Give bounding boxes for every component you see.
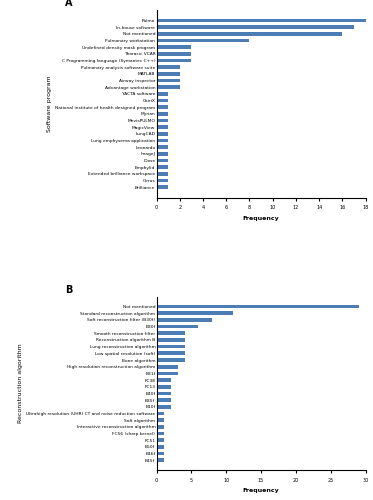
Bar	[157, 86, 180, 89]
Bar	[157, 126, 168, 129]
Bar	[157, 152, 168, 156]
Bar	[157, 172, 168, 176]
Bar	[157, 52, 191, 56]
Bar	[157, 425, 164, 428]
Bar	[157, 32, 342, 35]
Bar	[157, 98, 168, 102]
Bar	[157, 25, 354, 29]
Bar	[157, 312, 233, 315]
Y-axis label: Software program: Software program	[47, 76, 52, 132]
Bar	[157, 392, 170, 396]
Bar	[157, 332, 185, 335]
Bar	[157, 18, 366, 22]
Bar	[157, 345, 185, 348]
Bar	[157, 365, 178, 368]
Text: A: A	[65, 0, 72, 8]
Bar	[157, 138, 168, 142]
X-axis label: Frequency: Frequency	[243, 216, 279, 221]
Y-axis label: Reconstruction algorithm: Reconstruction algorithm	[18, 344, 23, 423]
Bar	[157, 458, 164, 462]
Bar	[157, 385, 170, 388]
Bar	[157, 158, 168, 162]
Bar	[157, 112, 168, 116]
Bar	[157, 178, 168, 182]
Bar	[157, 438, 164, 442]
Bar	[157, 304, 358, 308]
Bar	[157, 92, 168, 96]
Bar	[157, 325, 198, 328]
Bar	[157, 66, 180, 69]
Bar	[157, 358, 185, 362]
Bar	[157, 412, 164, 416]
Bar	[157, 378, 170, 382]
Bar	[157, 352, 185, 355]
Bar	[157, 405, 170, 408]
Bar	[157, 118, 168, 122]
X-axis label: Frequency: Frequency	[243, 488, 279, 493]
Bar	[157, 432, 164, 436]
Bar	[157, 45, 191, 49]
Bar	[157, 318, 212, 322]
Bar	[157, 418, 164, 422]
Bar	[157, 106, 168, 109]
Bar	[157, 338, 185, 342]
Bar	[157, 452, 164, 456]
Bar	[157, 58, 191, 62]
Bar	[157, 445, 164, 449]
Bar	[157, 372, 178, 375]
Bar	[157, 146, 168, 149]
Bar	[157, 166, 168, 169]
Bar	[157, 38, 250, 42]
Bar	[157, 78, 180, 82]
Text: B: B	[65, 285, 72, 295]
Bar	[157, 398, 170, 402]
Bar	[157, 72, 180, 76]
Bar	[157, 186, 168, 189]
Bar	[157, 132, 168, 136]
